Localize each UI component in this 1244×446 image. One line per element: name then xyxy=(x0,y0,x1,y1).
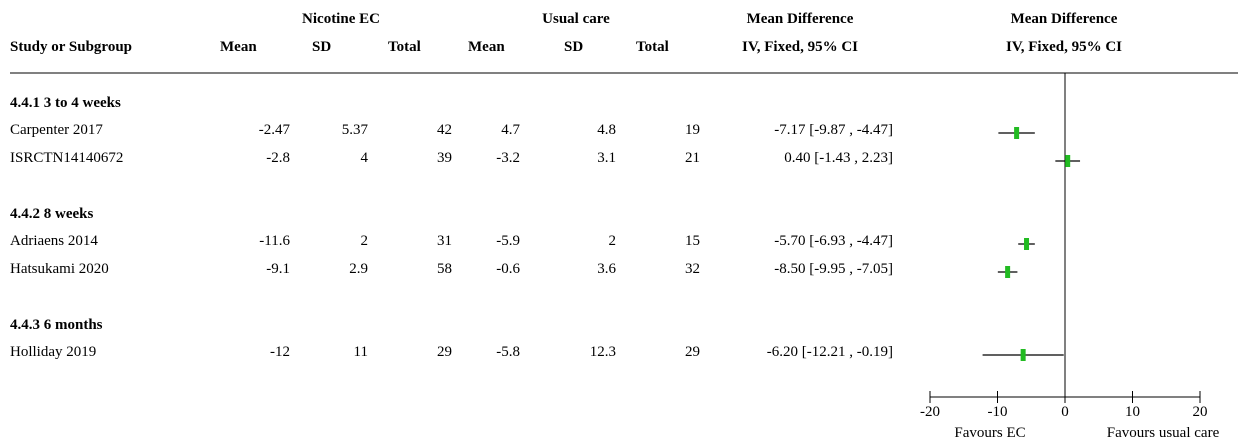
md-ci-value: -5.70 [-6.93 , -4.47] xyxy=(774,233,893,249)
sd1-value: 11 xyxy=(353,344,368,360)
sd1-header: SD xyxy=(312,39,332,55)
mean1-header: Mean xyxy=(220,39,257,55)
total2-value: 19 xyxy=(685,122,700,138)
md-ci-value: -6.20 [-12.21 , -0.19] xyxy=(766,344,893,360)
total1-value: 29 xyxy=(437,344,452,360)
effect-marker xyxy=(1014,127,1020,139)
total2-value: 15 xyxy=(685,233,700,249)
plot-header-title: Mean Difference xyxy=(1010,11,1118,27)
mean2-value: -5.8 xyxy=(496,344,520,360)
sd2-value: 3.1 xyxy=(597,150,616,166)
study-name: Holliday 2019 xyxy=(10,344,97,360)
study-name: Carpenter 2017 xyxy=(10,122,103,138)
total1-header: Total xyxy=(388,39,421,55)
sd2-value: 4.8 xyxy=(597,122,616,138)
md-header-subtitle: IV, Fixed, 95% CI xyxy=(742,39,858,55)
md-ci-value: 0.40 [-1.43 , 2.23] xyxy=(784,150,893,166)
subgroup-label: 4.4.1 3 to 4 weeks xyxy=(10,95,121,111)
sd2-value: 12.3 xyxy=(589,344,616,360)
total2-value: 29 xyxy=(685,344,700,360)
sd1-value: 2 xyxy=(360,233,369,249)
mean1-value: -2.8 xyxy=(266,150,290,166)
study-name: Adriaens 2014 xyxy=(10,233,98,249)
study-name: Hatsukami 2020 xyxy=(10,261,109,277)
sd1-value: 5.37 xyxy=(341,122,368,138)
sd1-value: 2.9 xyxy=(349,261,368,277)
md-header-title: Mean Difference xyxy=(746,11,854,27)
axis-tick-label: -10 xyxy=(987,404,1008,420)
effect-marker xyxy=(1065,155,1071,167)
sd2-value: 2 xyxy=(608,233,617,249)
study-name: ISRCTN14140672 xyxy=(10,150,124,166)
study-column-header: Study or Subgroup xyxy=(10,39,133,55)
total1-value: 31 xyxy=(437,233,452,249)
md-ci-value: -8.50 [-9.95 , -7.05] xyxy=(774,261,893,277)
total1-value: 39 xyxy=(437,150,452,166)
favours-left-label: Favours EC xyxy=(954,425,1026,441)
group1-header: Nicotine EC xyxy=(302,11,380,27)
total1-value: 58 xyxy=(437,261,452,277)
sd1-value: 4 xyxy=(360,150,369,166)
plot-header-subtitle: IV, Fixed, 95% CI xyxy=(1006,39,1122,55)
sd2-value: 3.6 xyxy=(597,261,616,277)
mean1-value: -9.1 xyxy=(266,261,290,277)
effect-marker xyxy=(1024,238,1030,250)
axis-tick-label: 10 xyxy=(1125,404,1140,420)
mean2-value: 4.7 xyxy=(501,122,520,138)
axis-tick-label: -20 xyxy=(920,404,940,420)
total1-value: 42 xyxy=(437,122,452,138)
sd2-header: SD xyxy=(564,39,584,55)
mean1-value: -12 xyxy=(270,344,290,360)
mean1-value: -11.6 xyxy=(259,233,290,249)
favours-right-label: Favours usual care xyxy=(1106,425,1220,441)
total2-header: Total xyxy=(636,39,669,55)
total2-value: 21 xyxy=(685,150,700,166)
mean2-value: -0.6 xyxy=(496,261,520,277)
subgroup-label: 4.4.2 8 weeks xyxy=(10,206,94,222)
axis-tick-label: 20 xyxy=(1192,404,1208,420)
subgroup-label: 4.4.3 6 months xyxy=(10,317,103,333)
effect-marker xyxy=(1005,266,1011,278)
group2-header: Usual care xyxy=(542,11,610,27)
mean2-value: -5.9 xyxy=(496,233,520,249)
axis-tick-label: 0 xyxy=(1061,404,1069,420)
md-ci-value: -7.17 [-9.87 , -4.47] xyxy=(774,122,893,138)
mean2-header: Mean xyxy=(468,39,505,55)
mean1-value: -2.47 xyxy=(258,122,290,138)
total2-value: 32 xyxy=(685,261,700,277)
effect-marker xyxy=(1020,349,1026,361)
mean2-value: -3.2 xyxy=(496,150,520,166)
